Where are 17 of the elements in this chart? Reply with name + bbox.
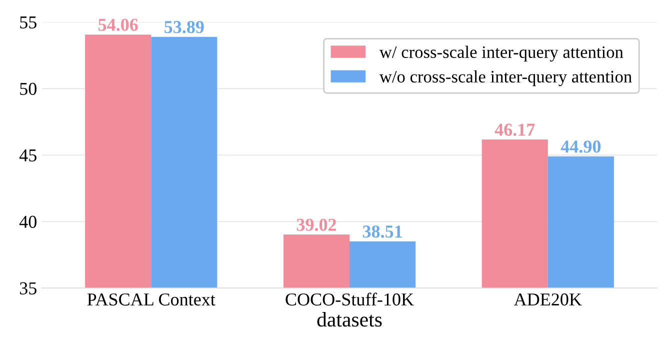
- y-tick-label: 50: [20, 82, 36, 95]
- data-label: 46.17: [494, 124, 535, 136]
- data-label: 54.06: [98, 18, 138, 31]
- y-tick-label: 35: [20, 282, 36, 294]
- y-tick-label: 45: [19, 149, 36, 162]
- x-tick-label: PASCAL Context: [87, 293, 216, 306]
- legend-label: w/ cross-scale inter-query attention: [379, 46, 624, 62]
- y-tick-label: 55: [20, 16, 36, 29]
- y-tick-label: 40: [19, 216, 36, 228]
- x-tick-label: ADE20K: [514, 293, 582, 306]
- data-label: 39.02: [296, 218, 336, 231]
- legend-label: w/o cross-scale inter-query attention: [379, 70, 632, 86]
- x-axis-title: datasets: [317, 312, 382, 327]
- data-label: 53.89: [164, 20, 204, 34]
- x-tick-label: COCO-Stuff-10K: [286, 292, 414, 306]
- data-label: 38.51: [362, 225, 402, 238]
- data-label: 44.90: [560, 140, 601, 153]
